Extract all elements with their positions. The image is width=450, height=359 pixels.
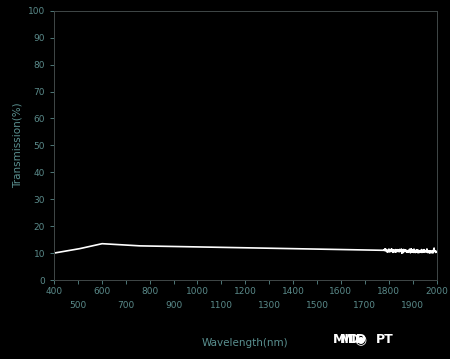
Text: ◉: ◉ — [354, 332, 366, 346]
Text: PT: PT — [376, 333, 393, 346]
Text: MID: MID — [340, 333, 367, 346]
Text: MID: MID — [333, 333, 360, 346]
X-axis label: Wavelength(nm): Wavelength(nm) — [202, 337, 288, 348]
Y-axis label: Transmission(%): Transmission(%) — [12, 103, 22, 188]
